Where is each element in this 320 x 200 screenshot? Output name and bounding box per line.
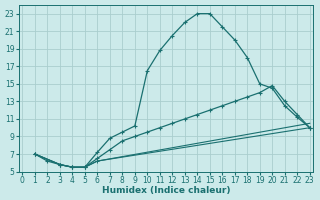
X-axis label: Humidex (Indice chaleur): Humidex (Indice chaleur) <box>102 186 230 195</box>
